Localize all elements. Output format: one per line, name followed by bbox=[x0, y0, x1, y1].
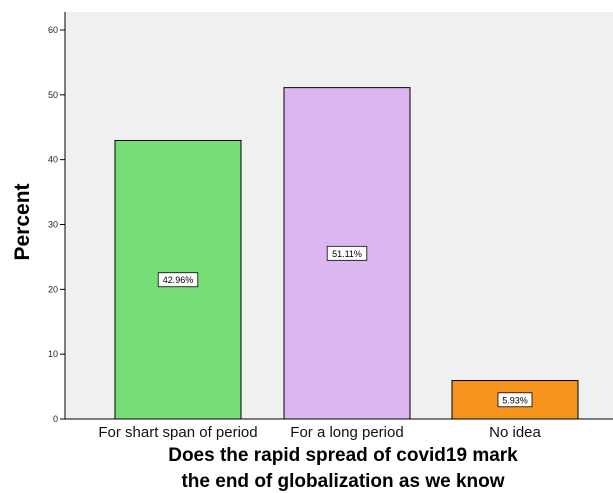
data-labels-group: 42.96% 51.11% 5.93% bbox=[157, 245, 533, 408]
y-tick-label: 60 bbox=[48, 25, 58, 35]
y-tick-label: 50 bbox=[48, 90, 58, 100]
data-label-box bbox=[326, 245, 368, 261]
data-label-box bbox=[497, 392, 533, 408]
x-category-label: For shart span of period bbox=[98, 424, 257, 441]
data-label: 51.11% bbox=[332, 249, 362, 259]
x-axis-label-line-1: Does the rapid spread of covid19 mark bbox=[168, 445, 518, 466]
y-tick-label: 20 bbox=[48, 284, 58, 294]
y-tick-label: 10 bbox=[48, 349, 58, 359]
x-category-label: For a long period bbox=[290, 424, 403, 441]
data-label: 42.96% bbox=[163, 275, 194, 285]
y-axis-label: Percent bbox=[11, 183, 34, 260]
y-ticks-group: 0 10 20 30 40 50 60 bbox=[48, 25, 65, 424]
y-tick-label: 40 bbox=[48, 155, 58, 165]
data-label: 5.93% bbox=[502, 395, 528, 405]
x-category-label: No idea bbox=[489, 424, 541, 441]
y-tick-label: 30 bbox=[48, 220, 58, 230]
y-tick-label: 0 bbox=[53, 414, 58, 424]
x-categories-group: For shart span of period For a long perio… bbox=[98, 424, 541, 441]
data-label-box bbox=[157, 272, 199, 288]
x-axis-label-line-2: the end of globalization as we know bbox=[181, 471, 504, 492]
